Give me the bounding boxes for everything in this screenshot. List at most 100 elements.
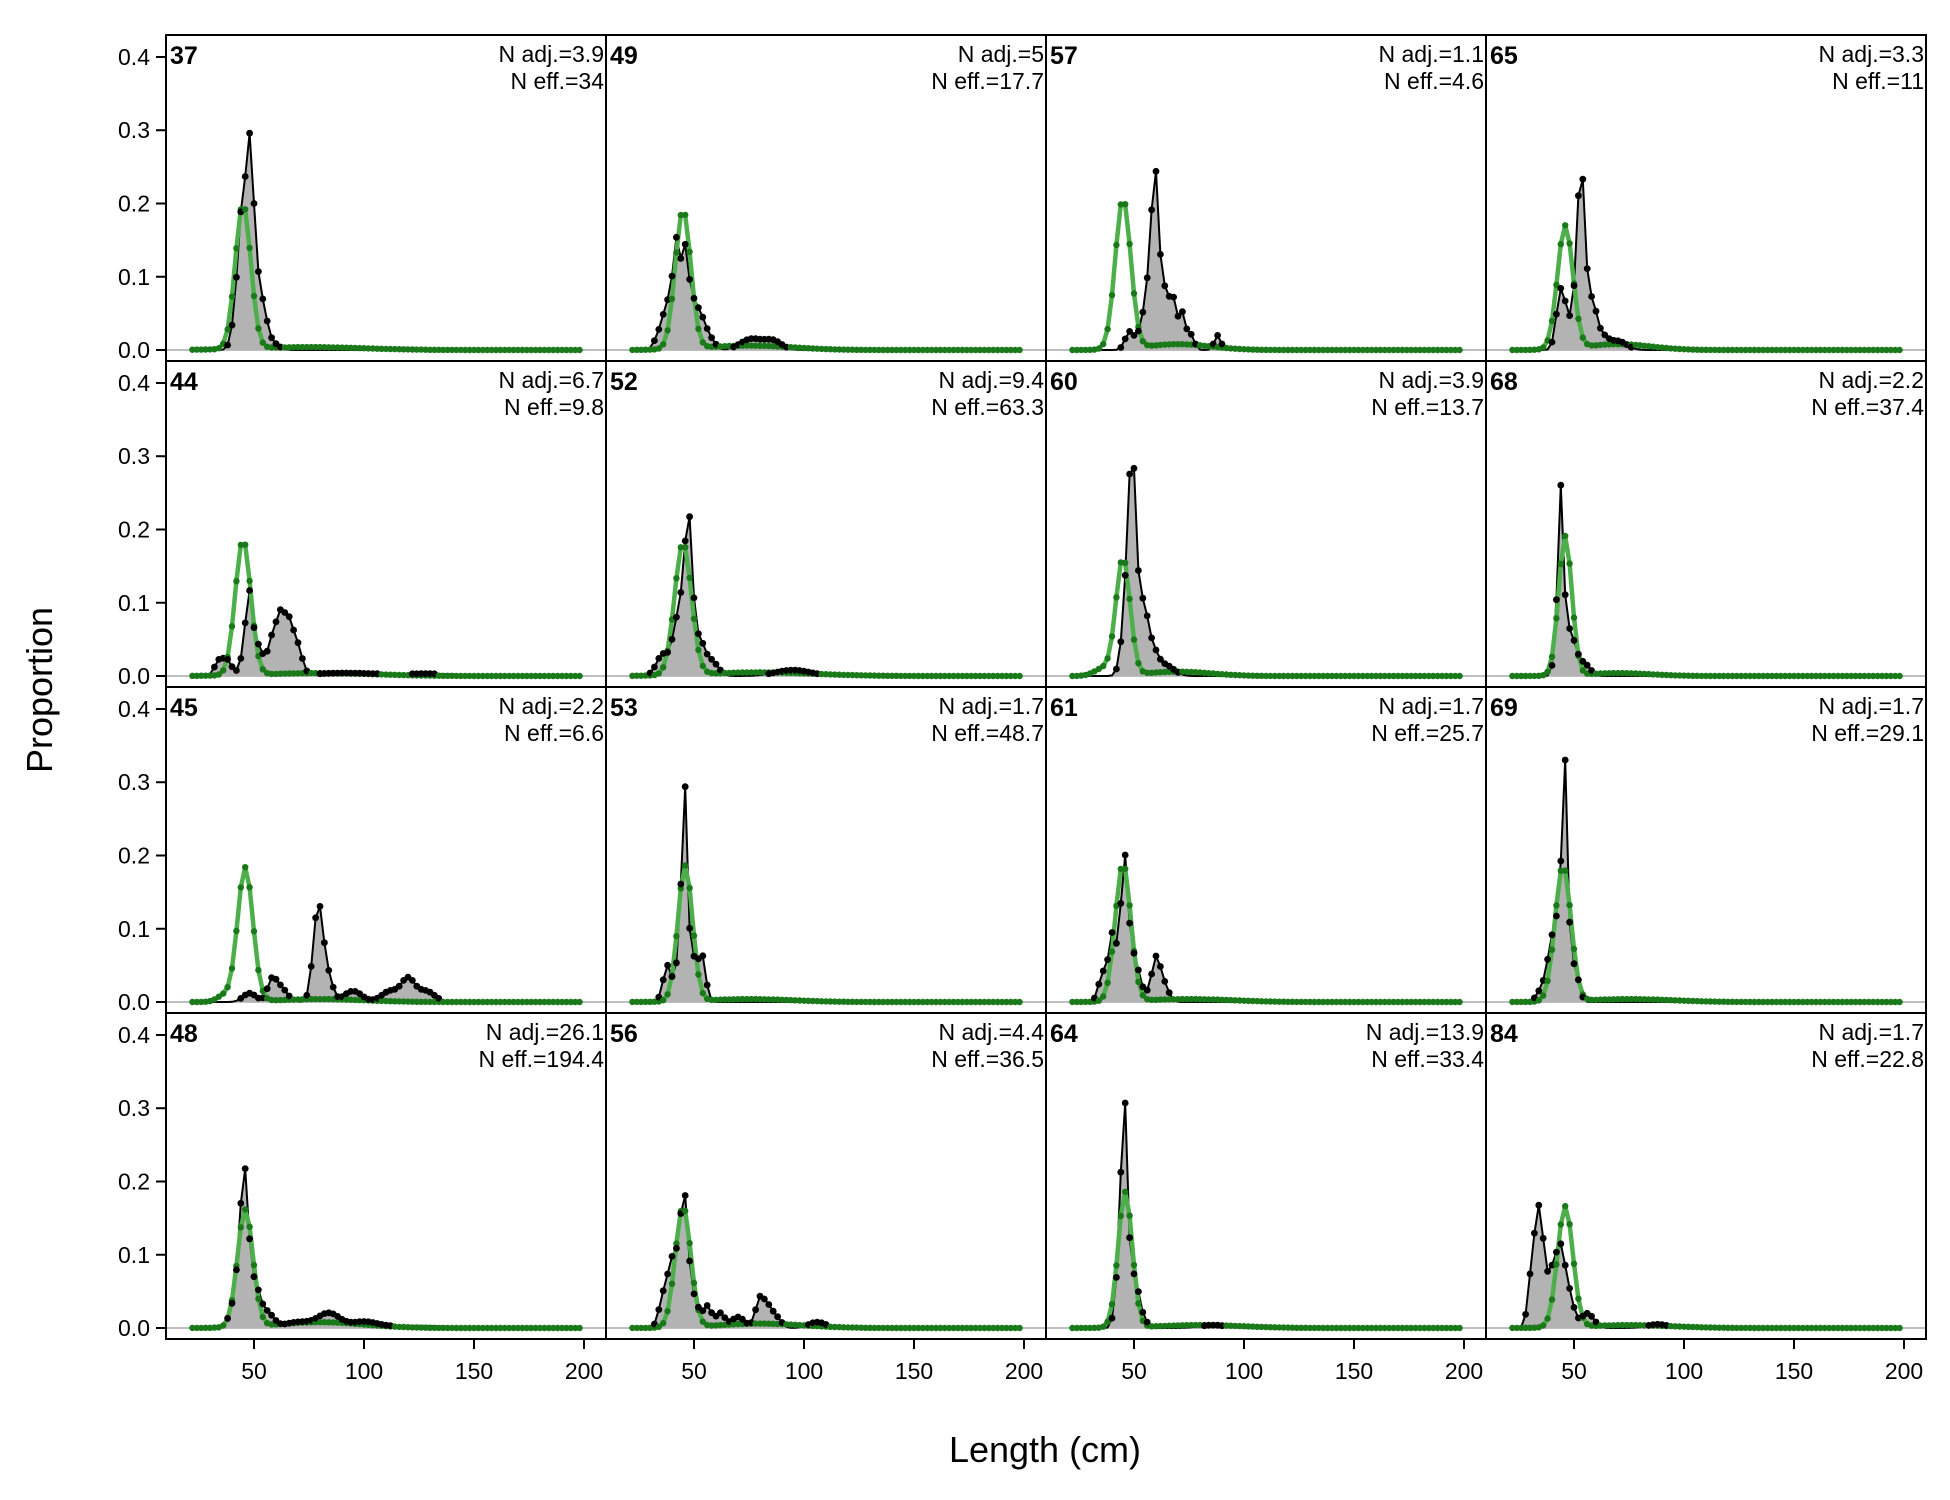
expected-point (528, 346, 535, 354)
expected-point (932, 1324, 940, 1332)
expected-point (488, 1324, 495, 1332)
observed-point (699, 1307, 707, 1315)
expected-point (250, 292, 258, 300)
observed-point (237, 655, 245, 662)
expected-point (1764, 672, 1771, 680)
expected-point (1724, 346, 1732, 354)
observed-point (1130, 332, 1138, 339)
observed-point (1126, 1234, 1133, 1242)
expected-point (1324, 1324, 1331, 1332)
expected-point (1434, 672, 1441, 680)
expected-point (1544, 977, 1551, 985)
expected-point (1865, 346, 1873, 354)
expected-point (1553, 615, 1560, 622)
observed-point (659, 311, 667, 318)
expected-point (1452, 672, 1459, 680)
expected-point (1276, 998, 1283, 1005)
panel-id-label: 68 (1490, 368, 1518, 396)
panel-52: 52 N adj.=9.4N eff.=63.3 (605, 360, 1047, 688)
y-tick-label: 0.3 (118, 769, 150, 795)
expected-point (1773, 346, 1780, 354)
expected-point (1408, 672, 1415, 680)
expected-point (228, 623, 236, 630)
expected-point (1830, 1324, 1837, 1332)
observed-point (1561, 591, 1569, 599)
expected-point (1399, 346, 1406, 354)
panel-id-label: 37 (170, 42, 198, 70)
expected-point (1447, 346, 1455, 354)
expected-point (1122, 559, 1129, 566)
expected-point (1390, 998, 1397, 1006)
expected-point (501, 346, 508, 354)
expected-point (462, 672, 469, 680)
expected-point (1738, 998, 1745, 1006)
observed-point (1117, 344, 1125, 351)
observed-point (228, 663, 236, 671)
observed-point (233, 273, 240, 281)
observed-point (1531, 1229, 1538, 1237)
observed-point (703, 981, 711, 989)
expected-point (1276, 346, 1283, 354)
y-tick-label: 0.1 (118, 264, 150, 290)
expected-point (1438, 1324, 1446, 1332)
expected-point (523, 672, 530, 680)
observed-point (677, 589, 685, 596)
expected-point (316, 1319, 324, 1326)
x-tick-label: 50 (1121, 1358, 1147, 1384)
expected-point (488, 346, 495, 354)
expected-point (1430, 346, 1437, 354)
expected-point (660, 1320, 667, 1327)
observed-point (703, 325, 711, 332)
expected-point (1751, 998, 1758, 1006)
observed-point (241, 1165, 249, 1172)
expected-point (1364, 346, 1371, 354)
expected-point (941, 346, 948, 354)
expected-point (1394, 1324, 1402, 1332)
expected-point (1852, 998, 1859, 1006)
expected-point (1729, 346, 1736, 354)
expected-point (1412, 672, 1419, 680)
expected-point (536, 346, 544, 354)
expected-point (1861, 1324, 1868, 1332)
panel-49: 49 N adj.=5N eff.=17.7 (605, 34, 1047, 362)
observed-point (1170, 293, 1177, 301)
expected-point (875, 1324, 882, 1332)
expected-point (1804, 672, 1811, 680)
expected-point (1518, 346, 1525, 354)
expected-point (1856, 998, 1864, 1006)
expected-point (1786, 672, 1793, 680)
expected-point (246, 577, 253, 585)
observed-point (1135, 567, 1142, 574)
expected-point (866, 346, 874, 354)
expected-point (1003, 672, 1010, 680)
expected-point (220, 1322, 227, 1329)
expected-point (1126, 240, 1133, 248)
expected-point (1760, 998, 1767, 1006)
expected-point (470, 346, 478, 354)
observed-point (668, 635, 676, 643)
expected-point (1311, 672, 1318, 680)
expected-point (523, 346, 530, 354)
expected-point (514, 1324, 522, 1332)
observed-point (259, 295, 267, 303)
observed-point (1187, 330, 1195, 338)
expected-point (1108, 633, 1116, 640)
expected-point (536, 1324, 544, 1332)
expected-point (1562, 222, 1569, 229)
expected-point (1438, 672, 1446, 680)
expected-point (1848, 998, 1855, 1006)
expected-point (1808, 672, 1815, 680)
panel-n-adj: N adj.=3.9 (1379, 367, 1485, 393)
observed-point (1157, 655, 1164, 663)
expected-point (928, 672, 935, 680)
expected-point (695, 325, 702, 333)
expected-point (1575, 1295, 1582, 1302)
expected-point (1412, 346, 1419, 354)
expected-point (871, 1324, 878, 1332)
expected-point (875, 346, 882, 354)
expected-point (224, 326, 231, 333)
expected-point (413, 998, 420, 1005)
expected-point (1738, 672, 1745, 680)
observed-point (1117, 900, 1125, 907)
